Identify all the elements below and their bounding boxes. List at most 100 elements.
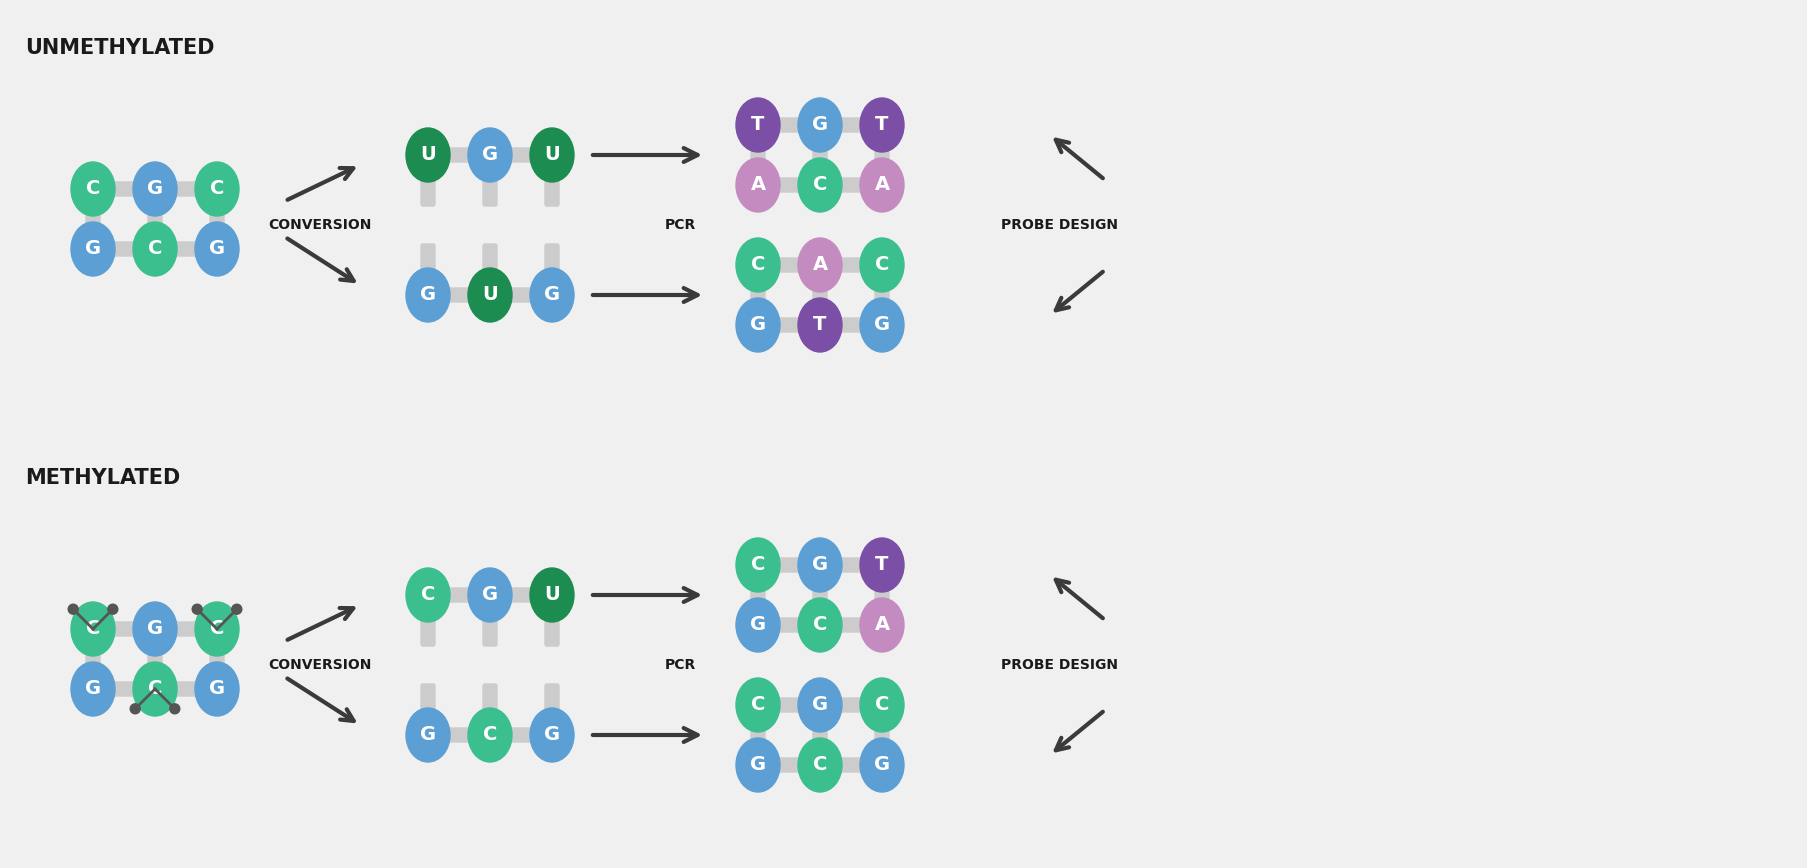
FancyBboxPatch shape [813,590,826,600]
FancyBboxPatch shape [72,682,237,696]
Text: G: G [750,755,766,774]
Text: G: G [750,315,766,334]
Ellipse shape [134,662,177,716]
Text: UNMETHYLATED: UNMETHYLATED [25,38,215,58]
Text: G: G [210,680,224,699]
Ellipse shape [407,568,450,622]
Ellipse shape [468,128,511,182]
FancyBboxPatch shape [408,588,571,602]
Ellipse shape [860,678,904,732]
Ellipse shape [860,238,904,292]
Text: A: A [811,255,828,274]
Circle shape [108,604,117,615]
Ellipse shape [70,602,116,656]
Text: G: G [811,556,828,575]
Text: C: C [148,680,163,699]
Ellipse shape [797,298,842,352]
FancyBboxPatch shape [544,180,558,206]
Text: T: T [752,115,764,135]
Ellipse shape [735,738,779,792]
FancyBboxPatch shape [737,318,902,332]
FancyBboxPatch shape [72,622,237,636]
Text: C: C [813,175,828,194]
Text: G: G [811,695,828,714]
Text: G: G [544,286,560,305]
Ellipse shape [70,222,116,276]
Ellipse shape [195,662,239,716]
Text: G: G [210,240,224,259]
Text: T: T [813,315,826,334]
FancyBboxPatch shape [737,118,902,132]
Text: C: C [210,620,224,639]
Ellipse shape [797,738,842,792]
FancyBboxPatch shape [813,290,826,300]
FancyBboxPatch shape [875,730,889,740]
Ellipse shape [529,568,573,622]
Ellipse shape [468,708,511,762]
Text: U: U [482,286,497,305]
Ellipse shape [735,158,779,212]
Text: C: C [210,180,224,199]
Text: C: C [813,615,828,635]
FancyBboxPatch shape [421,620,435,646]
Text: C: C [875,255,889,274]
Ellipse shape [735,538,779,592]
Text: G: G [811,115,828,135]
Ellipse shape [529,708,573,762]
Ellipse shape [860,538,904,592]
Text: G: G [544,726,560,745]
Ellipse shape [529,268,573,322]
FancyBboxPatch shape [408,728,571,742]
Text: A: A [875,615,889,635]
Ellipse shape [797,678,842,732]
Text: C: C [148,240,163,259]
FancyBboxPatch shape [148,654,163,664]
Text: U: U [544,586,560,604]
Ellipse shape [735,98,779,152]
FancyBboxPatch shape [750,590,764,600]
Text: PCR: PCR [663,218,696,232]
Ellipse shape [195,222,239,276]
FancyBboxPatch shape [148,214,163,224]
FancyBboxPatch shape [5,435,1802,863]
FancyBboxPatch shape [482,180,497,206]
FancyBboxPatch shape [421,244,435,270]
Text: PCR: PCR [663,658,696,672]
Ellipse shape [735,678,779,732]
Text: C: C [85,180,99,199]
Text: G: G [419,286,435,305]
FancyBboxPatch shape [72,242,237,256]
Text: T: T [875,556,889,575]
Text: G: G [482,146,497,165]
FancyBboxPatch shape [750,730,764,740]
Text: C: C [750,556,764,575]
Text: T: T [875,115,889,135]
FancyBboxPatch shape [87,214,99,224]
Circle shape [192,604,202,615]
FancyBboxPatch shape [750,150,764,160]
Text: C: C [813,755,828,774]
Ellipse shape [407,268,450,322]
Circle shape [69,604,78,615]
Ellipse shape [797,598,842,652]
Text: U: U [419,146,435,165]
Text: G: G [146,180,163,199]
Ellipse shape [797,158,842,212]
Text: G: G [85,240,101,259]
Ellipse shape [407,128,450,182]
Text: C: C [85,620,99,639]
FancyBboxPatch shape [737,258,902,272]
Text: C: C [421,586,435,604]
Ellipse shape [735,238,779,292]
Ellipse shape [134,602,177,656]
FancyBboxPatch shape [813,150,826,160]
Circle shape [231,604,242,615]
FancyBboxPatch shape [482,684,497,710]
Ellipse shape [860,738,904,792]
Ellipse shape [860,598,904,652]
Ellipse shape [797,98,842,152]
FancyBboxPatch shape [737,558,902,572]
Text: PROBE DESIGN: PROBE DESIGN [1001,218,1119,232]
Ellipse shape [529,128,573,182]
FancyBboxPatch shape [875,290,889,300]
